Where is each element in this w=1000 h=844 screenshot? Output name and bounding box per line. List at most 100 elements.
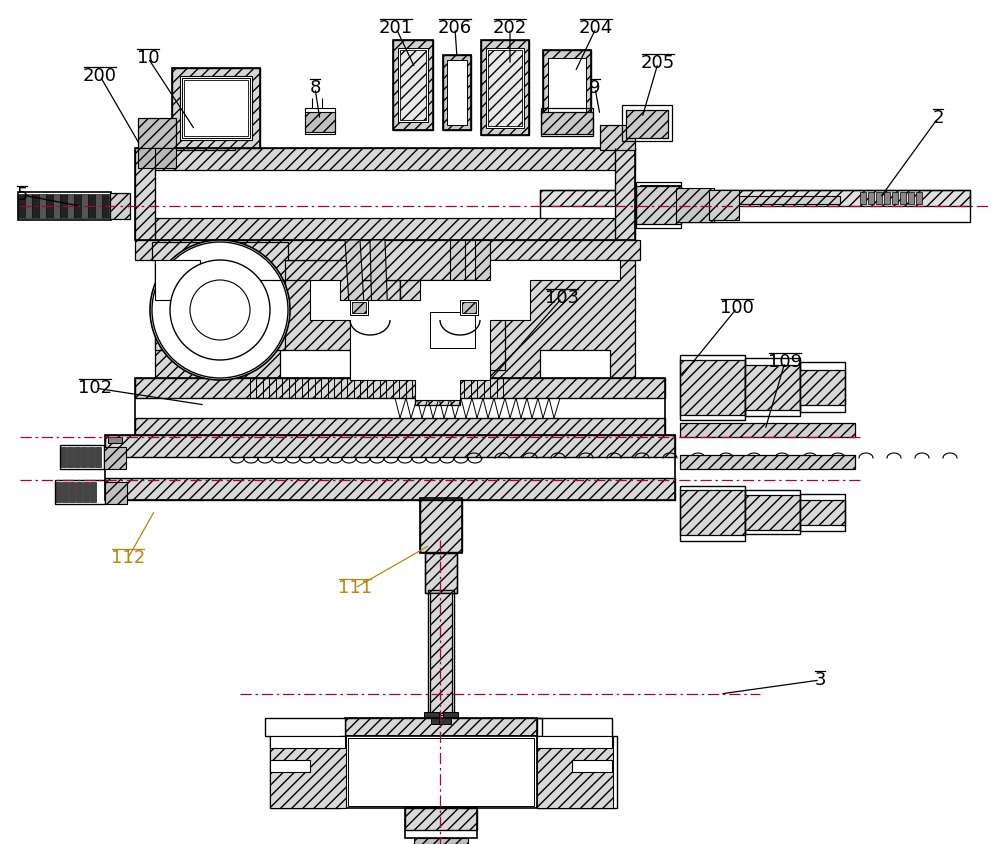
- Bar: [135, 418, 665, 438]
- Bar: [393, 40, 433, 130]
- Bar: [184, 80, 248, 136]
- Bar: [908, 192, 914, 204]
- Bar: [393, 40, 433, 130]
- Bar: [135, 378, 665, 398]
- Bar: [425, 553, 457, 593]
- Bar: [67, 194, 74, 218]
- Polygon shape: [475, 240, 490, 320]
- Bar: [135, 378, 665, 438]
- Bar: [104, 447, 126, 469]
- Text: 109: 109: [768, 353, 802, 371]
- Bar: [398, 48, 428, 122]
- Bar: [443, 55, 471, 130]
- Bar: [420, 300, 485, 360]
- Bar: [400, 280, 505, 370]
- Text: 205: 205: [641, 54, 675, 72]
- Bar: [135, 148, 635, 240]
- Bar: [540, 190, 970, 222]
- Bar: [270, 760, 310, 772]
- Bar: [636, 186, 681, 224]
- Polygon shape: [450, 240, 465, 320]
- Bar: [46, 194, 53, 218]
- Bar: [543, 50, 591, 130]
- Text: 204: 204: [579, 19, 613, 37]
- Bar: [69, 482, 75, 502]
- Bar: [800, 370, 845, 405]
- Bar: [680, 423, 855, 437]
- Bar: [108, 437, 122, 443]
- Bar: [884, 192, 890, 204]
- Bar: [110, 193, 130, 219]
- Bar: [135, 148, 155, 240]
- Bar: [892, 192, 898, 204]
- Bar: [868, 192, 874, 204]
- Bar: [462, 302, 476, 313]
- Bar: [800, 494, 845, 531]
- Bar: [626, 110, 668, 138]
- Bar: [76, 482, 82, 502]
- Bar: [745, 490, 800, 534]
- Bar: [680, 490, 745, 535]
- Bar: [74, 447, 80, 467]
- Bar: [876, 192, 882, 204]
- Bar: [105, 482, 127, 504]
- Bar: [350, 300, 368, 315]
- Text: 100: 100: [720, 299, 754, 317]
- Bar: [405, 808, 477, 830]
- Bar: [709, 190, 739, 220]
- Bar: [88, 194, 95, 218]
- Bar: [676, 188, 714, 222]
- Bar: [138, 118, 176, 148]
- Bar: [60, 447, 66, 467]
- Polygon shape: [370, 240, 388, 320]
- Bar: [305, 112, 335, 132]
- Bar: [488, 50, 522, 126]
- Bar: [615, 148, 635, 240]
- Bar: [600, 125, 635, 150]
- Bar: [135, 148, 635, 170]
- Bar: [541, 112, 593, 134]
- Bar: [83, 482, 89, 502]
- Bar: [345, 736, 537, 808]
- Bar: [53, 194, 60, 218]
- Bar: [900, 192, 906, 204]
- Bar: [439, 718, 451, 724]
- Text: 112: 112: [111, 549, 145, 567]
- Bar: [860, 192, 866, 204]
- Polygon shape: [345, 240, 365, 320]
- Bar: [443, 712, 458, 718]
- Bar: [180, 76, 252, 140]
- Bar: [642, 185, 678, 195]
- Text: 2: 2: [932, 109, 944, 127]
- Bar: [270, 736, 346, 808]
- Text: 3: 3: [814, 671, 826, 689]
- Bar: [745, 365, 800, 410]
- Circle shape: [150, 240, 290, 380]
- Text: 102: 102: [78, 379, 112, 397]
- Bar: [640, 185, 680, 195]
- Bar: [431, 718, 443, 724]
- Bar: [182, 78, 250, 138]
- Text: 206: 206: [438, 19, 472, 37]
- Bar: [481, 40, 529, 135]
- Bar: [105, 435, 675, 457]
- Bar: [428, 590, 454, 715]
- Bar: [62, 482, 68, 502]
- Bar: [430, 312, 475, 348]
- Bar: [537, 736, 612, 748]
- Bar: [32, 194, 39, 218]
- Bar: [430, 593, 452, 713]
- Bar: [745, 358, 800, 416]
- Bar: [105, 435, 675, 500]
- Bar: [25, 194, 32, 218]
- Bar: [170, 125, 235, 150]
- Bar: [636, 182, 681, 228]
- Bar: [800, 362, 845, 412]
- Bar: [800, 500, 845, 525]
- Bar: [405, 808, 477, 838]
- Polygon shape: [155, 260, 620, 400]
- Bar: [420, 500, 462, 552]
- Bar: [680, 360, 745, 415]
- Bar: [680, 455, 855, 469]
- Bar: [39, 194, 46, 218]
